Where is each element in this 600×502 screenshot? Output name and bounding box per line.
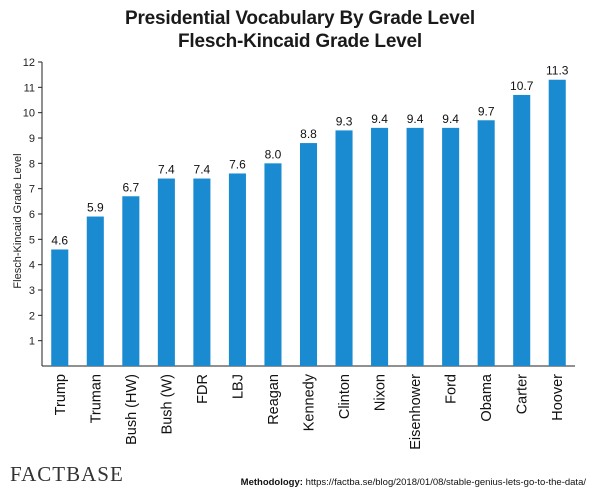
- y-tick-label: 1: [29, 336, 35, 348]
- bar-value-label: 9.4: [442, 112, 459, 126]
- bar: [299, 143, 318, 366]
- bar-value-label: 7.4: [158, 163, 175, 177]
- y-tick-label: 7: [29, 184, 35, 196]
- x-tick-label: Eisenhower: [408, 374, 424, 450]
- x-tick-label: Hoover: [550, 374, 566, 421]
- x-tick-label: Obama: [479, 373, 495, 421]
- y-tick-label: 11: [24, 82, 35, 94]
- bar-value-label: 9.4: [371, 112, 388, 126]
- y-tick-label: 2: [29, 310, 35, 322]
- x-tick-label: Trump: [53, 374, 69, 415]
- bar-value-label: 7.6: [229, 157, 246, 171]
- bar: [406, 127, 424, 366]
- x-tick-label: Clinton: [337, 374, 353, 419]
- bar: [264, 163, 282, 366]
- x-tick-label: Kennedy: [302, 373, 318, 431]
- bar: [51, 249, 69, 366]
- y-tick-label: 9: [29, 133, 35, 145]
- bar-value-label: 7.4: [194, 163, 211, 177]
- bar-value-label: 10.7: [510, 79, 534, 93]
- x-tick-label: LBJ: [230, 374, 246, 399]
- y-tick-label: 6: [29, 209, 35, 221]
- bar: [548, 79, 566, 366]
- y-tick-label: 3: [29, 285, 35, 297]
- y-tick-label: 8: [29, 158, 35, 170]
- bar: [86, 216, 104, 366]
- x-tick-label: Truman: [88, 374, 104, 423]
- chart-subtitle: Flesch-Kincaid Grade Level: [178, 31, 422, 52]
- bar: [335, 130, 353, 366]
- chart-title: Presidential Vocabulary By Grade Level: [124, 8, 476, 29]
- y-tick-label: 12: [23, 57, 35, 69]
- bar: [122, 196, 140, 366]
- bar: [477, 120, 495, 367]
- methodology-label: Methodology:: [240, 477, 303, 488]
- x-tick-label: Ford: [444, 374, 460, 404]
- x-tick-label: Bush (HW): [124, 374, 140, 445]
- bar-value-label: 8.0: [265, 147, 282, 161]
- x-tick-label: FDR: [195, 374, 211, 404]
- bar: [157, 178, 175, 366]
- bar: [193, 178, 211, 366]
- bar: [228, 173, 246, 366]
- x-tick-label: Carter: [515, 374, 531, 414]
- bar-value-label: 4.6: [51, 233, 68, 247]
- y-tick-label: 10: [23, 108, 35, 120]
- bar-value-label: 9.3: [336, 114, 353, 128]
- y-tick-label: 4: [29, 260, 35, 272]
- y-tick-label: 5: [29, 234, 35, 246]
- bar-value-label: 6.7: [122, 180, 139, 194]
- bar: [371, 127, 389, 366]
- bar: [442, 127, 460, 366]
- bar-value-label: 8.8: [300, 127, 317, 141]
- x-tick-label: Bush (W): [159, 374, 175, 434]
- bar-value-label: 5.9: [87, 201, 104, 215]
- bar-value-label: 9.4: [407, 112, 424, 126]
- bar: [513, 94, 531, 366]
- bar-value-label: 11.3: [546, 64, 569, 78]
- methodology-note: Methodology: https://factba.se/blog/2018…: [241, 477, 586, 488]
- x-tick-label: Nixon: [373, 374, 389, 411]
- bar-value-label: 9.7: [478, 104, 495, 118]
- x-tick-label: Reagan: [266, 374, 282, 425]
- factbase-logo: FACTBASE: [10, 462, 124, 486]
- methodology-url[interactable]: https://factba.se/blog/2018/01/08/stable…: [305, 477, 586, 488]
